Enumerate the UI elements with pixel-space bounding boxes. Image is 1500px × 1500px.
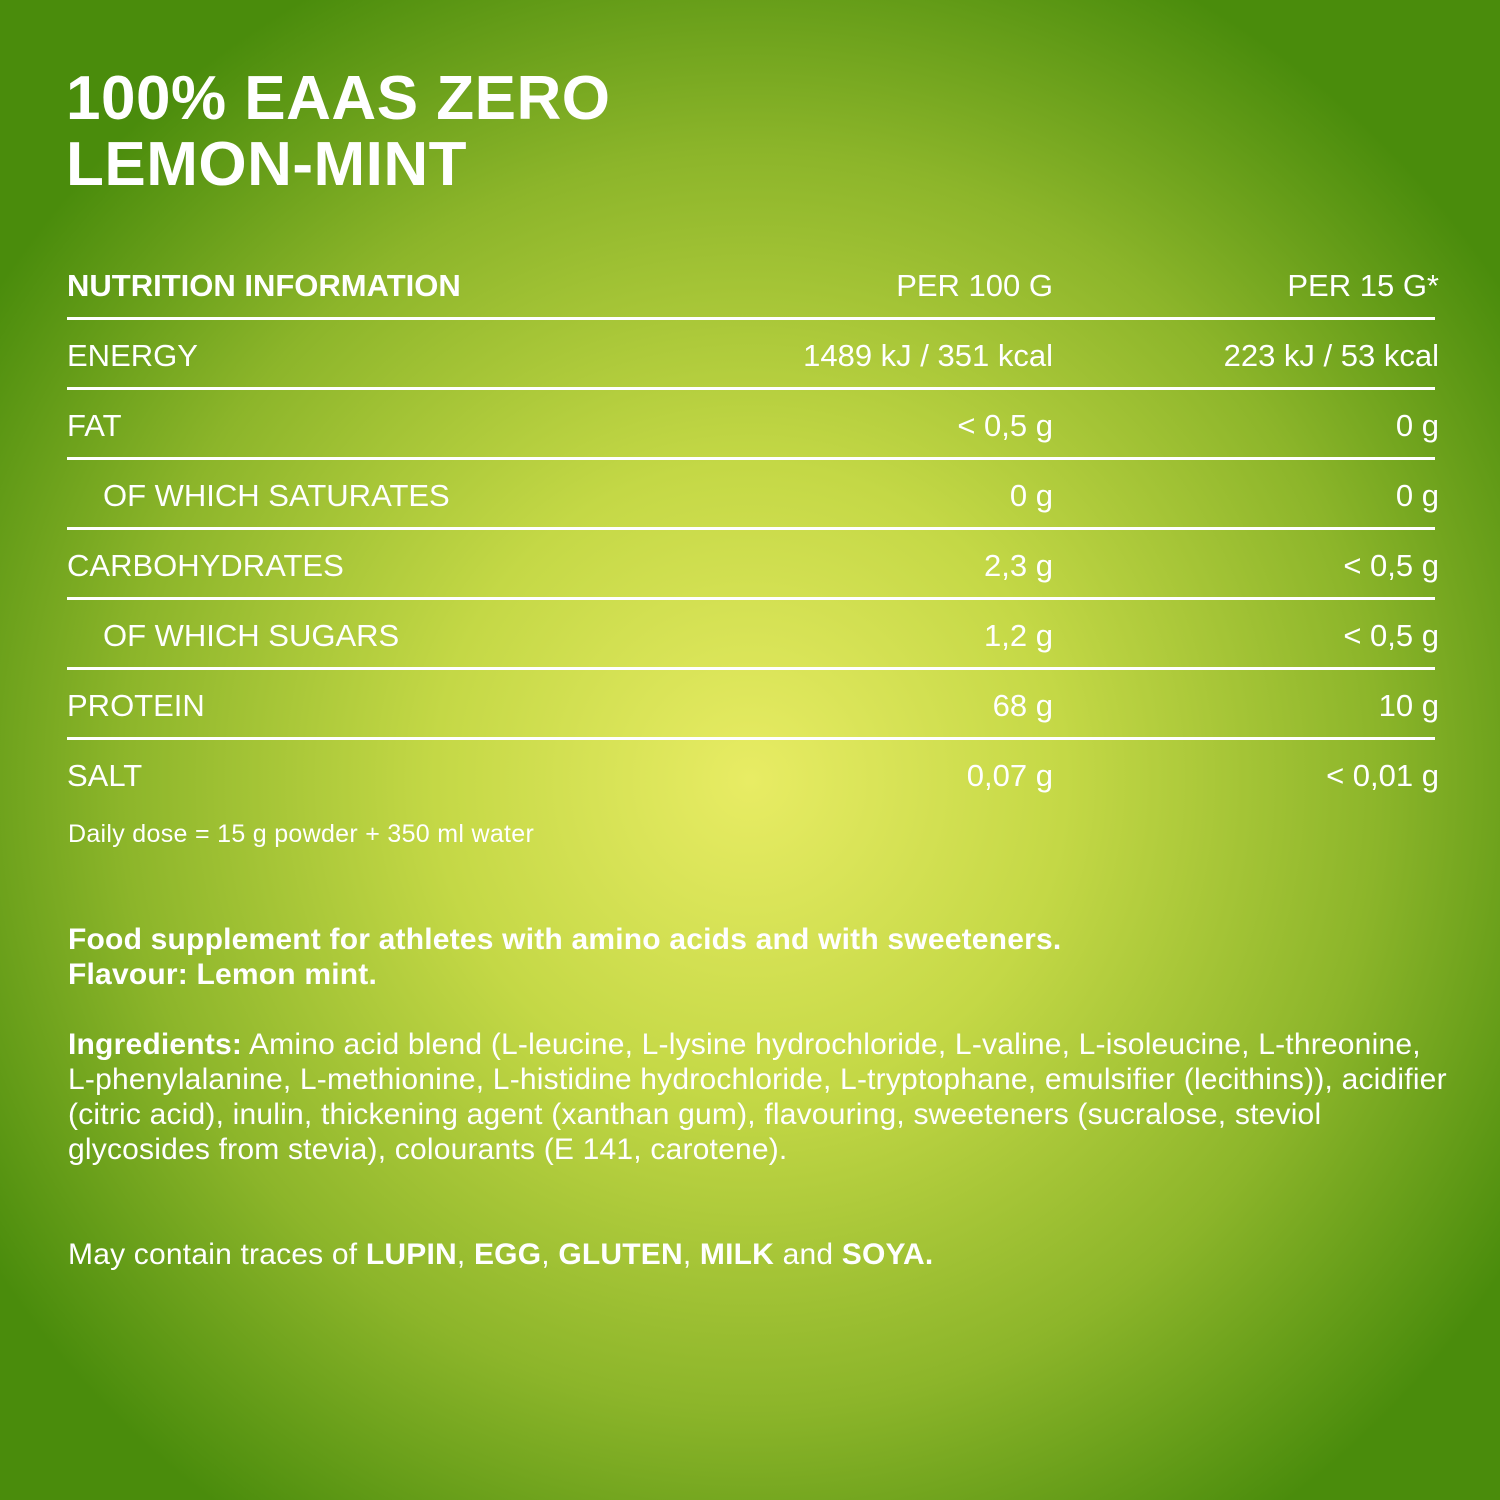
product-description: Food supplement for athletes with amino … [68,922,1448,992]
table-row: OF WHICH SUGARS 1,2 g < 0,5 g [67,600,1439,670]
row-per100: < 0,5 g [957,408,1053,443]
row-label: FAT [67,408,122,443]
table-row: SALT 0,07 g < 0,01 g [67,740,1439,810]
row-per15: 0 g [1395,478,1439,513]
row-per15: 10 g [1378,688,1439,723]
ingredients-label: Ingredients: [68,1028,243,1061]
row-label: CARBOHYDRATES [67,548,344,583]
daily-dose-note: Daily dose = 15 g powder + 350 ml water [68,820,535,848]
row-label: OF WHICH SATURATES [103,478,450,513]
separator: , [541,1238,559,1271]
title-line-1: 100% EAAS ZERO [66,64,611,133]
row-per100: 0 g [1009,478,1053,513]
header-per-100g: PER 100 G [896,268,1053,303]
table-row: CARBOHYDRATES 2,3 g < 0,5 g [67,530,1439,600]
allergen-soya: SOYA. [841,1238,934,1271]
table-row: PROTEIN 68 g 10 g [67,670,1439,740]
row-per15: < 0,01 g [1326,758,1439,793]
table-header: NUTRITION INFORMATION PER 100 G PER 15 G… [67,250,1439,320]
allergen-egg: EGG [473,1238,542,1271]
row-per100: 1489 kJ / 351 kcal [803,338,1053,373]
allergen-lupin: LUPIN [365,1238,457,1271]
nutrition-table: NUTRITION INFORMATION PER 100 G PER 15 G… [67,250,1439,810]
table-row: FAT < 0,5 g 0 g [67,390,1439,460]
table-row: ENERGY 1489 kJ / 351 kcal 223 kJ / 53 kc… [67,320,1439,390]
row-per100: 0,07 g [966,758,1053,793]
separator: and [774,1238,842,1271]
header-per-15g: PER 15 G* [1287,268,1439,303]
row-label: PROTEIN [67,688,205,723]
table-row: OF WHICH SATURATES 0 g 0 g [67,460,1439,530]
title-line-2: LEMON-MINT [66,130,468,199]
allergen-gluten: GLUTEN [558,1238,683,1271]
header-nutrition: NUTRITION INFORMATION [67,268,461,303]
product-title: 100% EAAS ZERO LEMON-MINT [66,66,611,198]
row-label: ENERGY [67,338,198,373]
row-per15: < 0,5 g [1343,548,1439,583]
description-line-2: Flavour: Lemon mint. [68,958,378,991]
description-line-1: Food supplement for athletes with amino … [68,923,1062,956]
allergen-milk: MILK [699,1238,775,1271]
allergen-prefix: May contain traces of [68,1238,366,1271]
row-per15: < 0,5 g [1343,618,1439,653]
allergen-notice: May contain traces of LUPIN, EGG, GLUTEN… [68,1237,1448,1272]
row-per100: 2,3 g [984,548,1053,583]
separator: , [682,1238,700,1271]
ingredients-text: Amino acid blend (L-leucine, L-lysine hy… [68,1028,1447,1166]
ingredients: Ingredients: Amino acid blend (L-leucine… [68,1027,1448,1167]
row-label: OF WHICH SUGARS [103,618,400,653]
separator: , [456,1238,474,1271]
row-per15: 0 g [1395,408,1439,443]
row-per100: 1,2 g [984,618,1053,653]
row-label: SALT [67,758,143,793]
row-per15: 223 kJ / 53 kcal [1223,338,1439,373]
row-per100: 68 g [992,688,1053,723]
